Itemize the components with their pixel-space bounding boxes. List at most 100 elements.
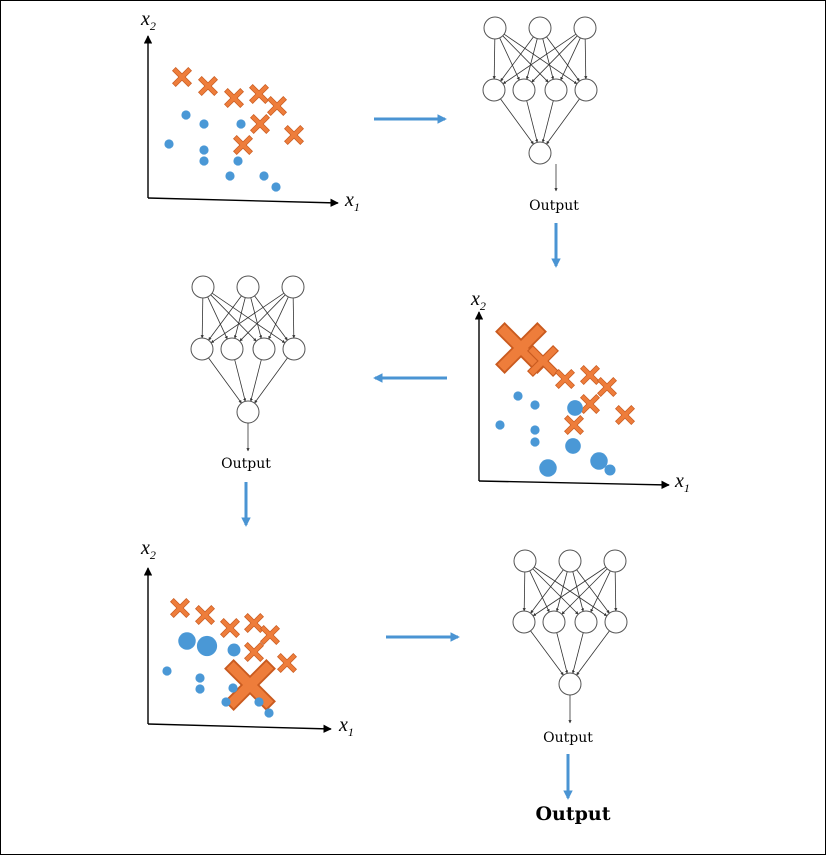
x-axis <box>147 723 332 733</box>
class-cross-point <box>172 67 192 87</box>
network-connection <box>492 38 496 80</box>
network-connection <box>590 570 611 613</box>
hidden-node <box>220 337 244 361</box>
class-circle-point <box>530 400 540 410</box>
network-connection <box>561 568 608 615</box>
network-connection <box>239 294 286 342</box>
network-connection <box>503 33 578 85</box>
network-connection <box>234 359 247 402</box>
input-node <box>191 275 215 299</box>
class-cross-point <box>233 135 253 155</box>
class-circle-point <box>530 425 540 435</box>
class-circle-point <box>221 697 231 707</box>
x-axis <box>478 480 670 490</box>
class-cross-point <box>527 345 559 377</box>
input-node <box>483 16 507 40</box>
network-connection <box>571 632 584 674</box>
input-node <box>236 275 260 299</box>
network-connection <box>532 566 607 617</box>
scatter-points <box>162 598 297 718</box>
hidden-node <box>282 337 306 361</box>
class-circle-point <box>590 452 608 470</box>
class-cross-point <box>267 96 287 116</box>
network-connection <box>254 295 288 341</box>
network-connection <box>207 296 228 340</box>
hidden-node <box>512 610 536 634</box>
hidden-node <box>542 610 566 634</box>
hidden-node <box>544 78 568 102</box>
network-connection <box>533 566 608 617</box>
class-circle-point <box>178 632 196 650</box>
class-circle-point <box>195 684 205 694</box>
network-connection <box>233 297 246 339</box>
network-connection <box>208 357 242 404</box>
class-cross-point <box>224 659 276 711</box>
hidden-node <box>604 610 628 634</box>
network-connection <box>532 568 579 615</box>
class-circle-point <box>199 119 209 129</box>
class-circle-point <box>259 171 269 181</box>
class-cross-point <box>580 394 600 414</box>
network-connection <box>522 571 526 612</box>
class-cross-point <box>244 642 264 662</box>
class-circle-point <box>513 391 523 401</box>
class-circle-point <box>164 139 174 149</box>
hidden-node <box>482 78 506 102</box>
class-circle-point <box>565 438 581 454</box>
hidden-node <box>574 610 598 634</box>
class-cross-point <box>170 598 190 618</box>
final-output-label: Output <box>535 803 610 825</box>
input-node <box>528 16 552 40</box>
class-circle-point <box>254 697 264 707</box>
network-connection <box>530 630 564 676</box>
scatter-points <box>495 322 635 477</box>
network-connection <box>500 98 534 145</box>
class-cross-point <box>220 618 240 638</box>
network-connection <box>502 33 577 85</box>
class-circle-point <box>233 156 243 166</box>
class-cross-point <box>195 605 215 625</box>
x-axis-label: x1 <box>338 714 354 739</box>
y-axis-label: x2 <box>140 537 156 562</box>
class-circle-point <box>495 420 505 430</box>
class-cross-point <box>198 76 218 96</box>
network-connection <box>614 571 618 612</box>
network-connection <box>211 292 286 344</box>
network-connection <box>541 100 554 143</box>
network-connection <box>499 37 520 81</box>
scatter-plot-3: x2 x1 <box>140 537 354 739</box>
network-connection <box>500 36 534 82</box>
class-circle-point <box>530 437 540 447</box>
network-connection <box>210 294 257 342</box>
network-output-label-1: Output <box>529 198 579 214</box>
network-connection <box>525 38 538 80</box>
y-axis-label: x2 <box>140 8 156 33</box>
network-connection <box>268 296 289 340</box>
network-connection <box>572 571 585 612</box>
hidden-node <box>190 337 214 361</box>
class-circle-point <box>604 464 616 476</box>
network-connection <box>526 100 539 143</box>
class-cross-point <box>555 369 575 389</box>
class-circle-point <box>199 145 209 155</box>
input-node <box>558 549 582 573</box>
network-connection <box>542 38 555 80</box>
class-cross-point <box>615 405 635 425</box>
class-cross-point <box>580 365 600 385</box>
network-connection <box>250 297 263 339</box>
network-connection <box>249 359 262 402</box>
input-node <box>281 275 305 299</box>
class-circle-point <box>199 156 209 166</box>
class-cross-point <box>564 415 584 435</box>
network-connection <box>584 38 588 80</box>
class-cross-point <box>597 377 617 397</box>
input-node <box>603 549 627 573</box>
class-cross-point <box>249 84 269 104</box>
neural-network-1 <box>482 16 598 165</box>
network-connection <box>555 571 568 612</box>
network-connection <box>546 36 580 82</box>
class-circle-point <box>162 666 172 676</box>
network-connection <box>200 297 204 339</box>
